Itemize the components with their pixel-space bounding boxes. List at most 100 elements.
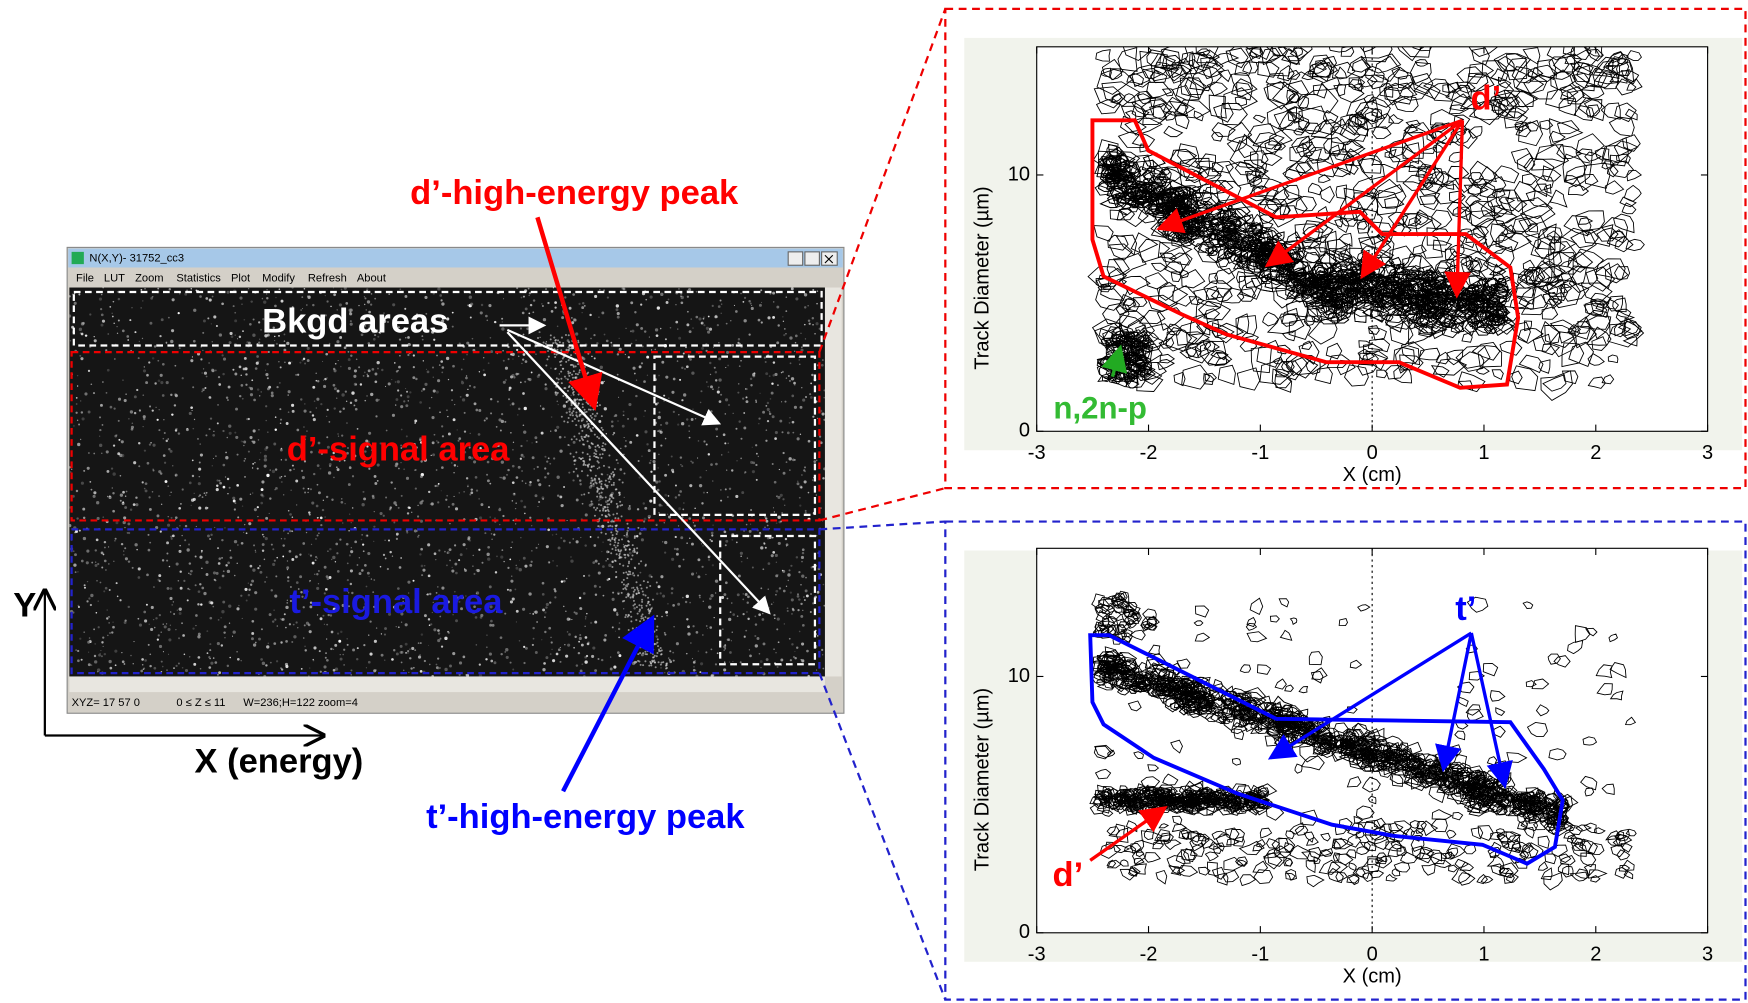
pixel — [638, 610, 641, 613]
pixel — [136, 548, 138, 551]
pixel — [158, 579, 161, 583]
pixel — [77, 659, 80, 663]
pixel — [638, 365, 642, 369]
pixel — [542, 317, 547, 322]
contour-line — [1345, 163, 1359, 176]
menu-item[interactable]: Modify — [262, 273, 295, 285]
pixel — [787, 375, 790, 378]
pixel — [323, 565, 327, 569]
pixel — [449, 664, 452, 668]
pixel — [212, 657, 215, 659]
menu-item[interactable]: Zoom — [135, 273, 163, 285]
pixel — [214, 526, 216, 529]
pixel — [409, 657, 412, 660]
pixel — [531, 456, 535, 460]
pixel — [259, 338, 261, 340]
contour-line — [1606, 229, 1628, 248]
pixel — [742, 593, 745, 595]
menu-item[interactable]: About — [357, 273, 387, 285]
pixel — [392, 303, 396, 307]
pixel — [629, 330, 632, 333]
pixel — [556, 400, 559, 403]
pixel — [756, 637, 760, 640]
pixel — [191, 474, 195, 478]
pixel — [152, 443, 156, 447]
pixel — [394, 381, 397, 383]
pixel — [521, 362, 523, 365]
pixel — [220, 644, 224, 647]
pixel — [660, 292, 664, 296]
pixel — [422, 568, 426, 572]
pixel — [415, 377, 418, 381]
pixel — [414, 457, 417, 460]
pixel — [340, 288, 343, 291]
maximize-button[interactable] — [804, 251, 820, 266]
contour-line — [1218, 69, 1232, 83]
pixel — [618, 347, 622, 351]
contour-line — [1474, 242, 1489, 255]
pixel — [658, 453, 660, 456]
pixel — [671, 390, 675, 394]
pixel — [441, 425, 444, 428]
contour-line — [1213, 102, 1234, 123]
pixel — [793, 384, 796, 386]
pixel — [586, 420, 589, 423]
pixel — [595, 401, 598, 404]
pixel — [334, 667, 339, 671]
contour-line — [1272, 356, 1284, 365]
pixel — [380, 653, 384, 657]
v-scrollbar[interactable] — [824, 287, 842, 677]
pixel — [463, 451, 467, 454]
pixel — [788, 379, 791, 382]
pixel — [144, 482, 148, 486]
pixel — [328, 463, 332, 466]
menu-item[interactable]: Plot — [231, 273, 251, 285]
pixel — [301, 359, 304, 362]
pixel — [456, 429, 458, 431]
menu-item[interactable]: File — [76, 273, 94, 285]
pixel — [386, 611, 388, 613]
pixel — [577, 402, 580, 405]
h-scrollbar[interactable] — [69, 676, 825, 693]
contour-line — [1469, 200, 1496, 220]
pixel — [624, 553, 627, 556]
pixel — [366, 300, 371, 304]
pixel — [313, 573, 316, 576]
pixel — [770, 391, 774, 395]
pixel — [238, 394, 242, 398]
pixel — [452, 364, 455, 368]
pixel — [740, 560, 743, 563]
pixel — [565, 400, 568, 403]
pixel — [103, 540, 107, 544]
pixel — [522, 556, 526, 560]
pixel — [479, 456, 482, 459]
pixel — [582, 357, 586, 361]
pixel — [353, 369, 358, 373]
pixel — [246, 341, 249, 344]
pixel — [455, 619, 458, 623]
contour-line — [1297, 94, 1309, 110]
menu-item[interactable]: LUT — [104, 273, 125, 285]
menu-item[interactable]: Refresh — [308, 273, 347, 285]
pixel — [326, 445, 330, 449]
pixel — [280, 641, 283, 644]
pixel — [157, 287, 160, 290]
pixel — [784, 400, 787, 403]
pixel — [564, 644, 566, 646]
menu-item[interactable]: Statistics — [176, 273, 221, 285]
pixel — [489, 605, 493, 609]
pixel — [303, 624, 306, 627]
minimize-button[interactable] — [787, 251, 804, 266]
pixel — [94, 564, 98, 567]
pixel — [208, 428, 211, 431]
pixel — [614, 517, 617, 520]
pixel — [322, 614, 325, 617]
pixel — [472, 610, 476, 615]
pixel — [400, 621, 403, 623]
pixel — [816, 635, 819, 637]
pixel — [215, 455, 217, 458]
pixel — [222, 429, 225, 433]
pixel — [438, 594, 440, 597]
pixel — [512, 492, 516, 496]
pixel — [244, 476, 246, 478]
